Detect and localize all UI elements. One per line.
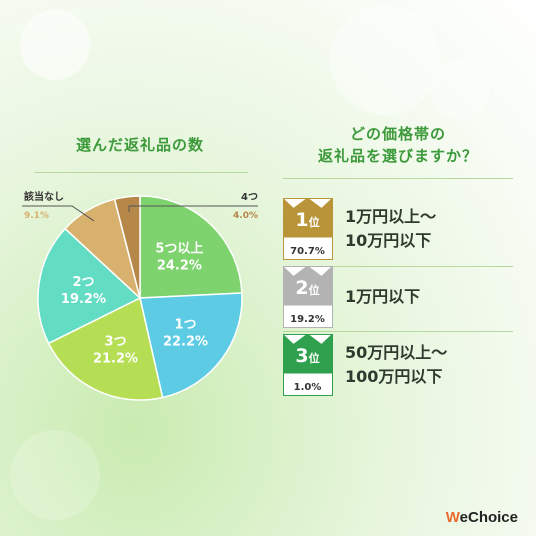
ranking-row-3: 3位 1.0% 50万円以上〜 100万円以下 (282, 333, 513, 396)
crown-icon: 2位 (282, 265, 333, 306)
slice-value-label: 24.2% (157, 259, 202, 274)
pie-slice (113, 195, 141, 299)
rank-badge: 1位 70.7% (282, 197, 333, 260)
rank-label: 1万円以上〜 10万円以下 (345, 198, 513, 260)
rank-label-line2: 10万円以下 (345, 231, 432, 250)
slice-label: 該当なし (24, 190, 64, 203)
ranking-row-1: 1位 70.7% 1万円以上〜 10万円以下 (282, 197, 513, 260)
slice-label: 2つ (72, 275, 94, 290)
rank-label-line1: 50万円以上〜 (345, 343, 448, 362)
bokeh-decoration (430, 60, 490, 120)
rank-suffix: 位 (308, 215, 320, 229)
rank-percent: 70.7% (290, 246, 325, 257)
rank-label-line2: 100万円以下 (345, 367, 443, 386)
slice-value-label: 21.2% (93, 352, 138, 367)
pie-slice (37, 227, 142, 345)
rank-suffix: 位 (308, 351, 320, 365)
slice-value-label: 19.2% (61, 292, 106, 307)
rank-label-line1: 1万円以上〜 (345, 207, 437, 226)
slice-value-label: 9.1% (24, 211, 49, 221)
pie-slice (47, 296, 164, 401)
rank-percent: 19.2% (290, 314, 325, 325)
callout-line (128, 205, 258, 212)
bokeh-decoration (10, 430, 100, 520)
ranking-title-line2: 返礼品を選びますか？ (317, 147, 478, 165)
bokeh-decoration (330, 5, 440, 115)
slice-label: 1つ (174, 318, 196, 333)
rank-suffix: 位 (308, 283, 320, 297)
logo-text: eChoice (459, 509, 518, 526)
callout-line (22, 205, 95, 222)
slice-label: 4つ (241, 192, 258, 203)
rank-number: 1 (295, 208, 309, 231)
pie-slice (139, 195, 243, 299)
rank-percent: 1.0% (293, 382, 322, 393)
slice-value-label: 22.2% (163, 335, 208, 350)
divider (283, 178, 513, 179)
rank-badge: 2位 19.2% (282, 265, 333, 328)
divider (283, 266, 513, 267)
crown-icon: 3位 (282, 333, 333, 374)
rank-number: 2 (295, 276, 309, 299)
divider (34, 172, 248, 173)
ranking-row-2: 2位 19.2% 1万円以下 (282, 265, 513, 328)
rank-label-line1: 1万円以下 (345, 287, 421, 306)
slice-value-label: 4.0% (233, 211, 258, 221)
rank-label: 1万円以下 (345, 266, 513, 328)
bokeh-decoration (20, 10, 90, 80)
wechoice-logo: WeChoice (446, 509, 518, 526)
slice-label: 5つ以上 (155, 242, 203, 257)
ranking-title: どの価格帯の 返礼品を選びますか？ (283, 123, 513, 167)
pie-chart-title: 選んだ返礼品の数 (75, 136, 204, 154)
logo-mark: W (445, 509, 460, 526)
ranking-title-line1: どの価格帯の (349, 125, 446, 143)
slice-label: 3つ (104, 335, 126, 350)
divider (283, 331, 513, 332)
crown-icon: 1位 (282, 197, 333, 238)
rank-badge: 3位 1.0% (282, 333, 333, 396)
pie-slice (139, 292, 243, 399)
rank-number: 3 (295, 344, 309, 367)
rank-label: 50万円以上〜 100万円以下 (345, 334, 513, 396)
